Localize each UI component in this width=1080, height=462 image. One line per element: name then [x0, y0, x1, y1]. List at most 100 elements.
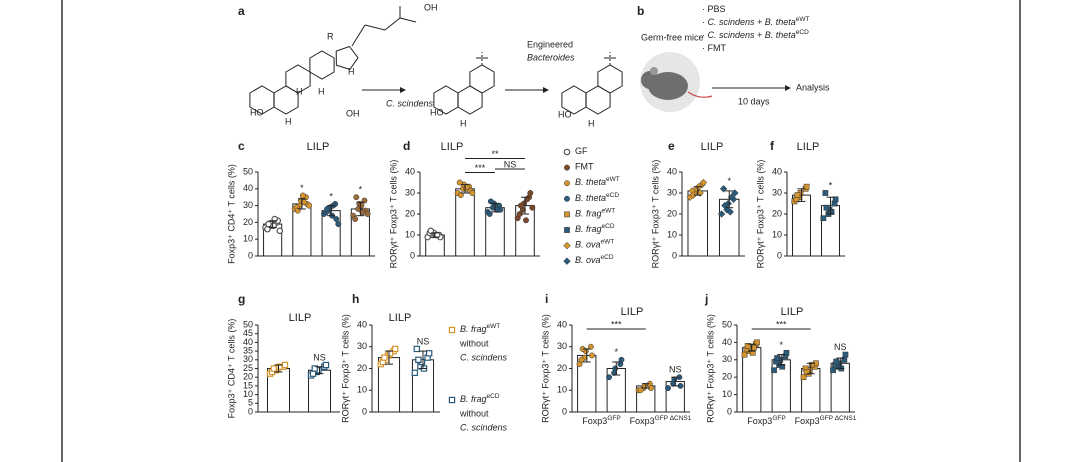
panel-letter: f: [770, 139, 775, 153]
x-group-label-sup: GFP: [607, 415, 620, 422]
chart-title: LILP: [701, 141, 724, 153]
ring: [457, 85, 483, 115]
legend-label: B. frageCD: [460, 393, 500, 405]
dot: [487, 198, 494, 205]
y-axis-label: RORγt⁺ Foxp3⁺ T cells (%): [340, 314, 350, 423]
x-group-label-main: Foxp3: [630, 416, 655, 426]
dot: [564, 195, 570, 202]
dot: [301, 199, 307, 206]
chart-title: LILP: [289, 312, 312, 324]
y-tick-label: 0: [672, 250, 677, 260]
y-axis-label: RORγt⁺ Foxp3⁺ T cells (%): [755, 160, 765, 269]
structure-label: H: [588, 118, 595, 128]
y-tick-label: 40: [243, 183, 253, 193]
dot: [281, 361, 289, 369]
dot: [800, 374, 807, 381]
ring: [273, 85, 299, 115]
dot: [322, 361, 330, 369]
panel-letter: c: [238, 139, 245, 153]
dot: [469, 190, 476, 196]
dot: [448, 326, 456, 334]
panel-letter: b: [637, 4, 644, 18]
legend-label: B. ovaeCD: [575, 254, 614, 266]
legend-label-sup: eCD: [606, 192, 619, 199]
ring: [309, 50, 335, 80]
chart-title: LILP: [621, 306, 644, 318]
dot: [391, 345, 399, 353]
structure-label: a: [238, 4, 245, 18]
dot: [754, 339, 760, 346]
structure-label: H: [318, 86, 325, 96]
dot: [517, 202, 524, 209]
y-tick-label: 10: [357, 385, 367, 395]
structure-label: H: [348, 66, 355, 76]
significance: *: [329, 191, 333, 201]
dot: [457, 192, 464, 199]
dot: [830, 367, 836, 374]
dot: [381, 354, 388, 361]
dot: [741, 351, 748, 358]
dot: [771, 367, 777, 374]
dot: [411, 369, 419, 377]
y-tick-label: 30: [557, 341, 567, 351]
x-group-label-main: Foxp3: [582, 416, 607, 426]
bracket-label: ***: [776, 319, 787, 329]
bracket-label: **: [491, 149, 499, 159]
dot: [808, 362, 815, 368]
y-tick-label: 10: [243, 234, 253, 244]
legend-label-sup: eCD: [487, 393, 500, 400]
bar: [687, 190, 709, 257]
dot: [299, 192, 306, 199]
y-tick-label: 0: [562, 406, 567, 416]
y-tick-label: 30: [243, 200, 253, 210]
dot: [564, 164, 570, 171]
y-tick-label: 20: [557, 363, 567, 373]
dot: [306, 202, 312, 209]
dot: [529, 204, 536, 211]
legend-label: B. ovaeWT: [575, 238, 614, 250]
y-tick-label: 30: [772, 187, 782, 197]
treatment-main: · FMT: [702, 43, 726, 53]
y-tick-label: 45: [243, 328, 253, 338]
dot: [726, 208, 735, 216]
structure-label: C. scindens: [386, 98, 434, 108]
legend-label: C. scindens: [460, 422, 508, 432]
structure-label: H: [285, 116, 292, 126]
y-axis-label: Foxp3⁺ CD4⁺ T cells (%): [226, 164, 236, 264]
treatment-sup: eCD: [796, 29, 809, 36]
dot: [587, 343, 594, 350]
dot: [823, 204, 830, 211]
structure-label: OH: [424, 2, 438, 12]
y-axis-label: Foxp3⁺ CD4⁺ T cells (%): [226, 319, 236, 419]
y-tick-label: 50: [243, 319, 253, 329]
dot: [612, 365, 619, 372]
legend-label-main: B. ova: [575, 256, 601, 266]
dot: [563, 148, 571, 156]
dot: [564, 227, 570, 233]
y-tick-label: 5: [248, 398, 253, 408]
dot: [335, 221, 342, 228]
dot: [364, 211, 371, 217]
dot: [523, 217, 529, 224]
dot: [589, 352, 595, 359]
endpoint: Analysis: [796, 82, 830, 92]
y-tick-label: 50: [243, 166, 253, 176]
dot: [425, 350, 433, 357]
ring: [469, 64, 495, 94]
y-tick-label: 20: [243, 217, 253, 227]
significance: *: [829, 180, 833, 190]
legend-label-sup: eWT: [602, 207, 616, 214]
significance: *: [300, 183, 304, 193]
legend-label: B. frageWT: [460, 323, 500, 335]
y-tick-label: 0: [362, 406, 367, 416]
panel-letter: d: [403, 139, 410, 153]
treatment-main: · PBS: [702, 4, 726, 14]
dot: [486, 211, 493, 217]
dot: [353, 194, 360, 201]
dot: [665, 385, 671, 392]
dot: [276, 227, 284, 235]
significance: NS: [417, 336, 430, 346]
dot: [717, 210, 726, 218]
y-tick-label: 30: [667, 187, 677, 197]
y-tick-label: 20: [243, 372, 253, 382]
